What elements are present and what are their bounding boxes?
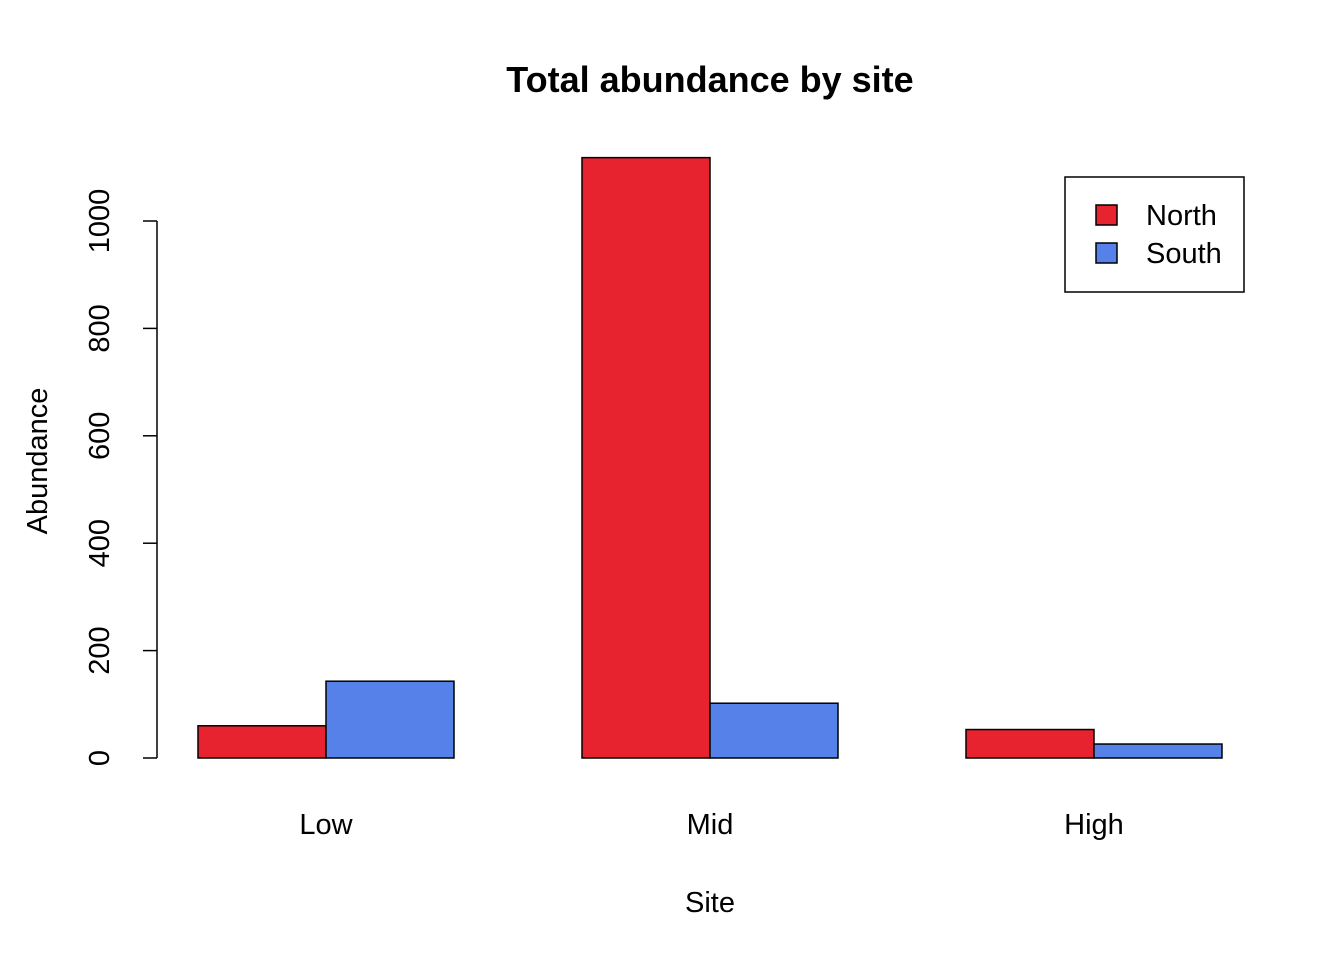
- chart-title: Total abundance by site: [506, 59, 913, 100]
- y-tick-label: 200: [84, 626, 116, 674]
- legend-label-north: North: [1146, 200, 1217, 232]
- y-tick-label: 1000: [84, 189, 116, 254]
- bar-group: [197, 156, 1223, 759]
- y-axis: 0 200 400 600 800 1000: [84, 189, 158, 766]
- y-tick-label: 400: [84, 519, 116, 567]
- x-axis-tick-labels: Low Mid High: [299, 809, 1123, 841]
- y-tick-label: 0: [84, 750, 116, 766]
- bar-mid-north: [581, 156, 711, 759]
- x-axis-label: Site: [685, 887, 735, 919]
- y-axis-label: Abundance: [22, 388, 54, 535]
- legend-swatch-south: [1095, 242, 1118, 264]
- y-tick-label: 600: [84, 412, 116, 460]
- legend-box: [1064, 176, 1245, 293]
- legend-swatch-north: [1095, 204, 1118, 226]
- x-tick-label: Mid: [687, 809, 734, 841]
- x-tick-label: Low: [299, 809, 353, 841]
- bar-high-north: [965, 728, 1095, 759]
- legend: North South: [1064, 176, 1245, 293]
- bar-low-south: [325, 680, 455, 759]
- x-tick-label: High: [1064, 809, 1124, 841]
- bar-high-south: [1093, 743, 1223, 759]
- y-tick-label: 800: [84, 304, 116, 352]
- bar-mid-south: [709, 702, 839, 759]
- bar-low-north: [197, 725, 327, 759]
- legend-label-south: South: [1146, 238, 1222, 270]
